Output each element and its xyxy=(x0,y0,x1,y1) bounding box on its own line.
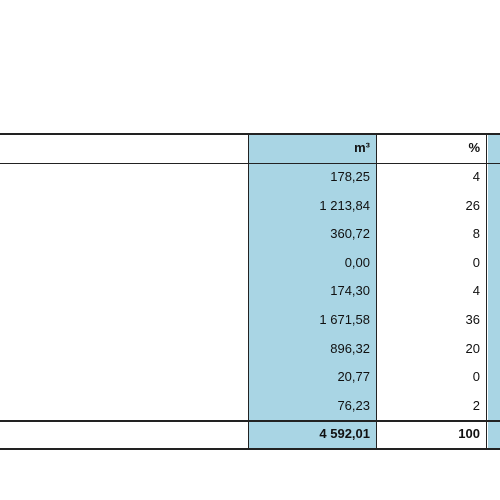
border xyxy=(0,420,500,422)
total-cell: 100 xyxy=(458,426,480,442)
table-cell: 1 671,58 xyxy=(319,312,370,327)
border xyxy=(0,133,500,135)
table-cell: 1 213,84 xyxy=(319,197,370,213)
border xyxy=(486,133,487,449)
border xyxy=(376,133,377,449)
total-cell: 4 592,01 xyxy=(319,426,370,442)
table-cell: 2 xyxy=(472,397,480,413)
table-cell: 0 xyxy=(472,254,480,270)
table-cell: 76,23 xyxy=(337,397,370,413)
border xyxy=(0,163,500,164)
header-cell: % xyxy=(468,140,480,155)
table-cell: 20 xyxy=(465,340,480,356)
table-cell: 178,25 xyxy=(330,169,370,184)
table-cell: 26 xyxy=(465,197,480,213)
table-cell: 0,00 xyxy=(344,254,370,270)
table-cell: 360,72 xyxy=(330,226,370,242)
column-fill xyxy=(488,133,500,449)
border xyxy=(0,448,500,450)
table-cell: 4 xyxy=(472,169,480,184)
table-cell: 36 xyxy=(465,312,480,327)
table-cell: 174,30 xyxy=(330,283,370,299)
table-cell: 20,77 xyxy=(337,369,370,385)
table-cell: 4 xyxy=(472,283,480,299)
table-cell: 0 xyxy=(472,369,480,385)
header-cell: m³ xyxy=(354,140,370,155)
border xyxy=(248,133,249,449)
table-cell: 8 xyxy=(472,226,480,242)
column-fill xyxy=(248,133,376,449)
table-cell: 896,32 xyxy=(330,340,370,356)
